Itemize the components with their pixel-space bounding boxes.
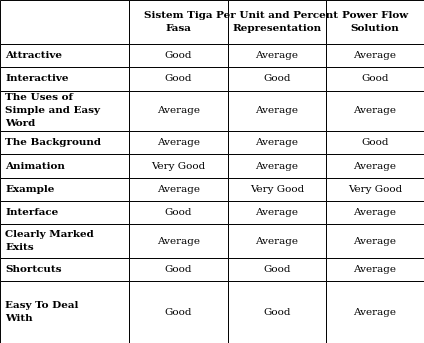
Bar — [326, 201, 424, 224]
Text: Good: Good — [361, 138, 389, 147]
Bar — [326, 224, 424, 258]
Text: Average: Average — [157, 185, 200, 194]
Bar — [228, 224, 326, 258]
Text: Average: Average — [255, 51, 298, 60]
Text: Good: Good — [165, 265, 192, 274]
Text: Good: Good — [165, 308, 192, 317]
Text: Attractive: Attractive — [5, 51, 62, 60]
Text: Animation: Animation — [5, 162, 65, 170]
Bar — [129, 0, 228, 44]
Text: Power Flow
Solution: Power Flow Solution — [342, 11, 408, 33]
Text: Interactive: Interactive — [5, 74, 69, 83]
Text: Average: Average — [354, 51, 396, 60]
Text: Shortcuts: Shortcuts — [5, 265, 61, 274]
Text: Good: Good — [361, 74, 389, 83]
Bar — [228, 91, 326, 131]
Bar — [0, 0, 129, 44]
Bar — [228, 154, 326, 178]
Text: Very Good: Very Good — [151, 162, 206, 170]
Text: Example: Example — [5, 185, 54, 194]
Text: Good: Good — [263, 74, 290, 83]
Bar — [326, 281, 424, 343]
Bar — [326, 178, 424, 201]
Bar — [129, 281, 228, 343]
Bar — [0, 131, 129, 154]
Text: Average: Average — [354, 106, 396, 115]
Text: Average: Average — [354, 162, 396, 170]
Text: Average: Average — [157, 237, 200, 246]
Text: Interface: Interface — [5, 208, 59, 217]
Bar — [326, 258, 424, 281]
Text: The Background: The Background — [5, 138, 101, 147]
Text: Average: Average — [354, 208, 396, 217]
Bar — [228, 258, 326, 281]
Text: Average: Average — [255, 237, 298, 246]
Text: Average: Average — [255, 138, 298, 147]
Bar — [326, 0, 424, 44]
Bar — [0, 258, 129, 281]
Text: Average: Average — [354, 308, 396, 317]
Bar — [228, 67, 326, 91]
Text: Sistem Tiga
Fasa: Sistem Tiga Fasa — [144, 11, 213, 33]
Bar — [129, 131, 228, 154]
Text: Very Good: Very Good — [348, 185, 402, 194]
Text: Good: Good — [263, 308, 290, 317]
Bar — [129, 258, 228, 281]
Text: Good: Good — [165, 74, 192, 83]
Bar — [228, 131, 326, 154]
Bar — [326, 44, 424, 67]
Text: Average: Average — [255, 106, 298, 115]
Bar — [0, 281, 129, 343]
Text: Average: Average — [157, 138, 200, 147]
Text: Average: Average — [354, 237, 396, 246]
Bar — [326, 131, 424, 154]
Text: Good: Good — [165, 208, 192, 217]
Text: Average: Average — [255, 162, 298, 170]
Bar — [129, 201, 228, 224]
Text: Average: Average — [255, 208, 298, 217]
Text: Very Good: Very Good — [250, 185, 304, 194]
Bar — [228, 44, 326, 67]
Bar — [129, 44, 228, 67]
Text: The Uses of
Simple and Easy
Word: The Uses of Simple and Easy Word — [5, 93, 100, 129]
Text: Good: Good — [263, 265, 290, 274]
Bar — [0, 224, 129, 258]
Bar — [0, 201, 129, 224]
Text: Clearly Marked
Exits: Clearly Marked Exits — [5, 230, 94, 252]
Bar — [326, 154, 424, 178]
Text: Easy To Deal
With: Easy To Deal With — [5, 301, 78, 323]
Bar — [228, 281, 326, 343]
Bar — [0, 154, 129, 178]
Bar — [0, 67, 129, 91]
Text: Average: Average — [354, 265, 396, 274]
Bar — [129, 154, 228, 178]
Text: Average: Average — [157, 106, 200, 115]
Text: Good: Good — [165, 51, 192, 60]
Bar — [129, 224, 228, 258]
Bar — [228, 0, 326, 44]
Bar — [129, 91, 228, 131]
Text: Per Unit and Percent
Representation: Per Unit and Percent Representation — [216, 11, 338, 33]
Bar — [326, 91, 424, 131]
Bar — [0, 178, 129, 201]
Bar — [228, 178, 326, 201]
Bar — [0, 44, 129, 67]
Bar — [129, 67, 228, 91]
Bar — [129, 178, 228, 201]
Bar — [0, 91, 129, 131]
Bar — [326, 67, 424, 91]
Bar — [228, 201, 326, 224]
